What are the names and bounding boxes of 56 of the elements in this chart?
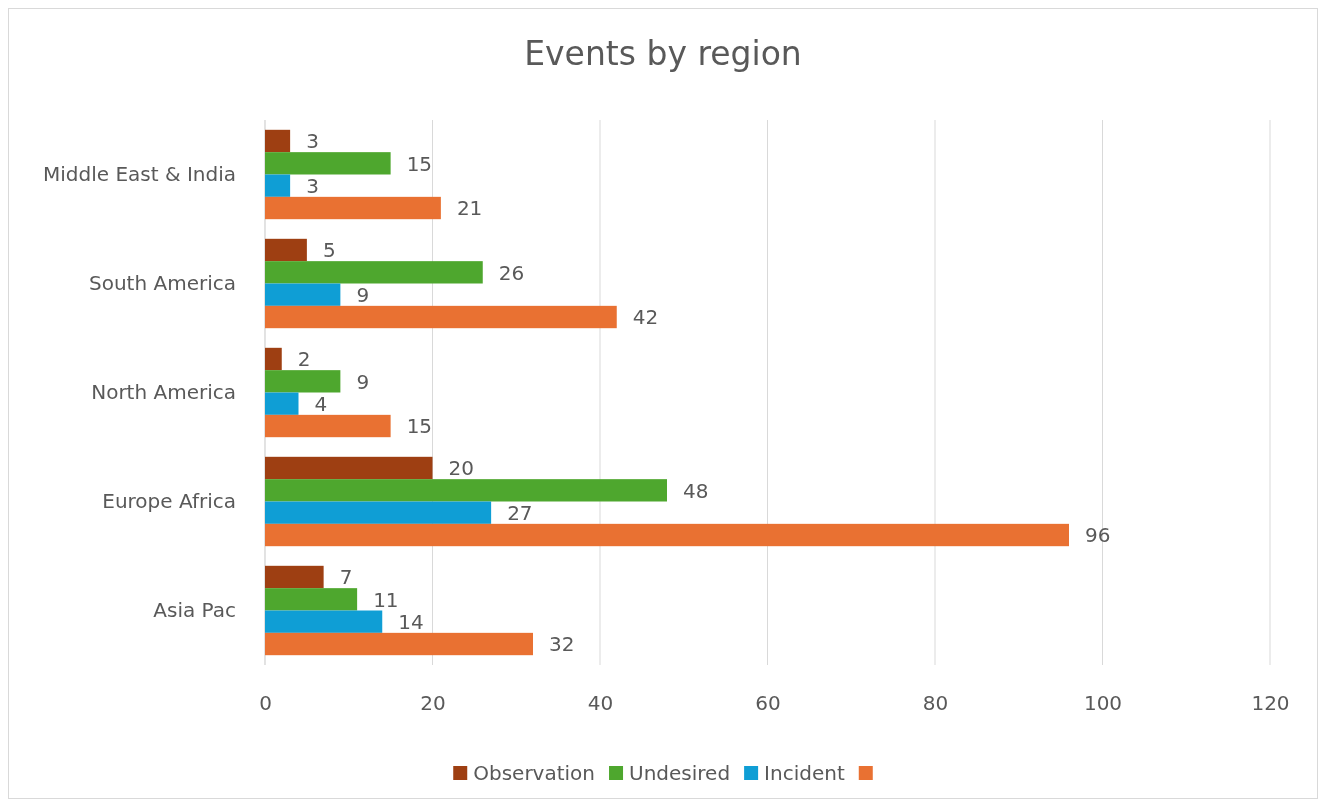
legend-label: Observation [473, 761, 596, 786]
data-label: 5 [322, 238, 336, 263]
bar [265, 152, 391, 175]
legend-label: Undesired [629, 761, 731, 786]
bar [265, 610, 383, 633]
data-label: 32 [549, 632, 575, 657]
data-label: 27 [507, 500, 533, 525]
y-tick-label: Europe Africa [102, 488, 236, 513]
data-label: 3 [306, 173, 319, 198]
x-tick-label: 80 [922, 691, 949, 716]
bar [265, 283, 341, 306]
bar [265, 456, 433, 480]
x-tick-label: 100 [1083, 691, 1123, 716]
data-label: 42 [632, 305, 659, 330]
data-label: 2 [297, 347, 311, 372]
bar [265, 238, 307, 262]
data-label: 4 [314, 391, 328, 416]
bar [265, 347, 282, 371]
y-tick-label: South America [89, 270, 236, 295]
data-label: 14 [398, 609, 424, 634]
data-label: 11 [373, 587, 399, 612]
data-label: 48 [683, 478, 709, 503]
data-label: 15 [406, 414, 433, 439]
data-label: 3 [306, 129, 319, 154]
bar [265, 588, 358, 611]
x-tick-label: 20 [420, 691, 446, 716]
x-tick-label: 120 [1251, 691, 1290, 716]
y-tick-label: North America [91, 379, 236, 404]
bar [265, 196, 441, 220]
bar [265, 392, 299, 415]
bar [265, 174, 291, 197]
data-label: 9 [356, 369, 370, 394]
y-tick-label: Asia Pac [153, 597, 236, 622]
bar [265, 129, 291, 153]
data-label: 26 [498, 260, 525, 285]
data-label: 20 [448, 456, 474, 481]
bar [265, 305, 617, 329]
x-tick-label: 60 [755, 691, 781, 716]
data-label: 7 [339, 565, 353, 590]
bar [265, 414, 391, 438]
bar [265, 370, 341, 393]
x-tick-label: 40 [587, 691, 614, 716]
bar [265, 479, 667, 502]
data-label: 96 [1085, 523, 1111, 548]
chart-title: Events by region [524, 34, 802, 73]
bar [265, 632, 533, 656]
bar [265, 523, 1069, 547]
x-tick-label: 0 [259, 691, 272, 716]
bar [265, 565, 324, 589]
data-label: 9 [356, 282, 370, 307]
bar [265, 261, 483, 284]
legend-label: Incident [764, 761, 845, 786]
y-tick-label: Middle East & India [43, 161, 236, 186]
data-label: 15 [406, 151, 433, 176]
data-label: 21 [456, 196, 483, 221]
bar [265, 501, 492, 524]
